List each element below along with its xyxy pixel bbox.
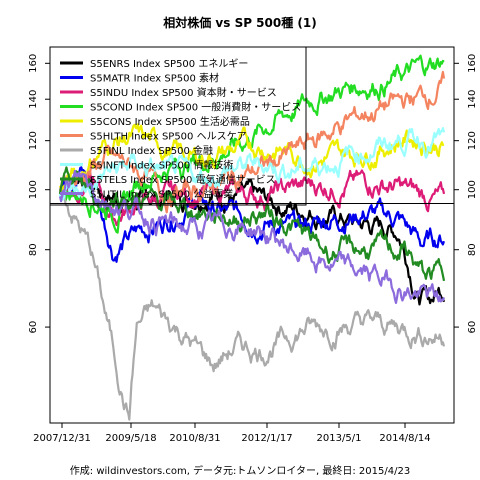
y-tick-label-left: 100 bbox=[28, 180, 39, 199]
legend-entry: S5HLTH Index SP500 ヘルスケア bbox=[90, 131, 247, 143]
y-tick-label-right: 60 bbox=[467, 321, 478, 334]
series-line bbox=[58, 54, 445, 234]
y-tick-label-right: 120 bbox=[467, 131, 478, 150]
legend-entry: S5FINL Index SP500 金融 bbox=[90, 144, 213, 157]
series-line bbox=[58, 166, 446, 282]
y-tick-label-right: 100 bbox=[467, 180, 478, 199]
series-line bbox=[58, 169, 446, 304]
x-tick-label: 2013/5/1 bbox=[317, 433, 362, 444]
legend-entry: S5MATR Index SP500 素材 bbox=[90, 72, 219, 85]
legend-entry: S5TELS Index SP500 電気通信サービス bbox=[90, 173, 276, 186]
y-tick-label-left: 160 bbox=[28, 54, 39, 73]
series-line bbox=[60, 169, 446, 227]
y-tick-label-left: 60 bbox=[28, 321, 39, 334]
legend-box bbox=[49, 46, 307, 206]
legend-entry: S5ENRS Index SP500 エネルギー bbox=[90, 58, 248, 70]
series-line bbox=[59, 166, 446, 263]
legend-entry: S5INDU Index SP500 資本財・サービス bbox=[90, 86, 277, 99]
x-tick-label: 2010/8/31 bbox=[169, 433, 220, 444]
series-line bbox=[58, 127, 446, 201]
y-tick-label-left: 80 bbox=[28, 243, 39, 256]
chart-title: 相対株価 vs SP 500種 (1) bbox=[163, 16, 317, 30]
legend-entry: S5INFT Index SP500 情報技術 bbox=[90, 159, 233, 172]
legend-entry: S5UTIL Index SP500 公益事業 bbox=[90, 188, 233, 201]
x-tick-label: 2014/8/14 bbox=[379, 433, 430, 444]
series-line bbox=[58, 123, 445, 194]
y-tick-label-left: 140 bbox=[28, 90, 39, 109]
x-tick-label: 2007/12/31 bbox=[33, 433, 91, 444]
legend-entry: S5COND Index SP500 一般消費財・サービス bbox=[90, 101, 301, 114]
y-tick-label-right: 80 bbox=[467, 243, 478, 256]
legend-entry: S5CONS Index SP500 生活必需品 bbox=[90, 115, 250, 128]
x-tick-label: 2012/1/17 bbox=[241, 433, 292, 444]
y-tick-label-right: 160 bbox=[467, 54, 478, 73]
chart-caption: 作成: wildinvestors.com, データ元:トムソンロイター, 最終… bbox=[69, 466, 411, 477]
y-tick-label-right: 140 bbox=[467, 90, 478, 109]
series-line bbox=[59, 190, 446, 421]
x-tick-label: 2009/5/18 bbox=[105, 433, 156, 444]
y-tick-label-left: 120 bbox=[28, 131, 39, 150]
